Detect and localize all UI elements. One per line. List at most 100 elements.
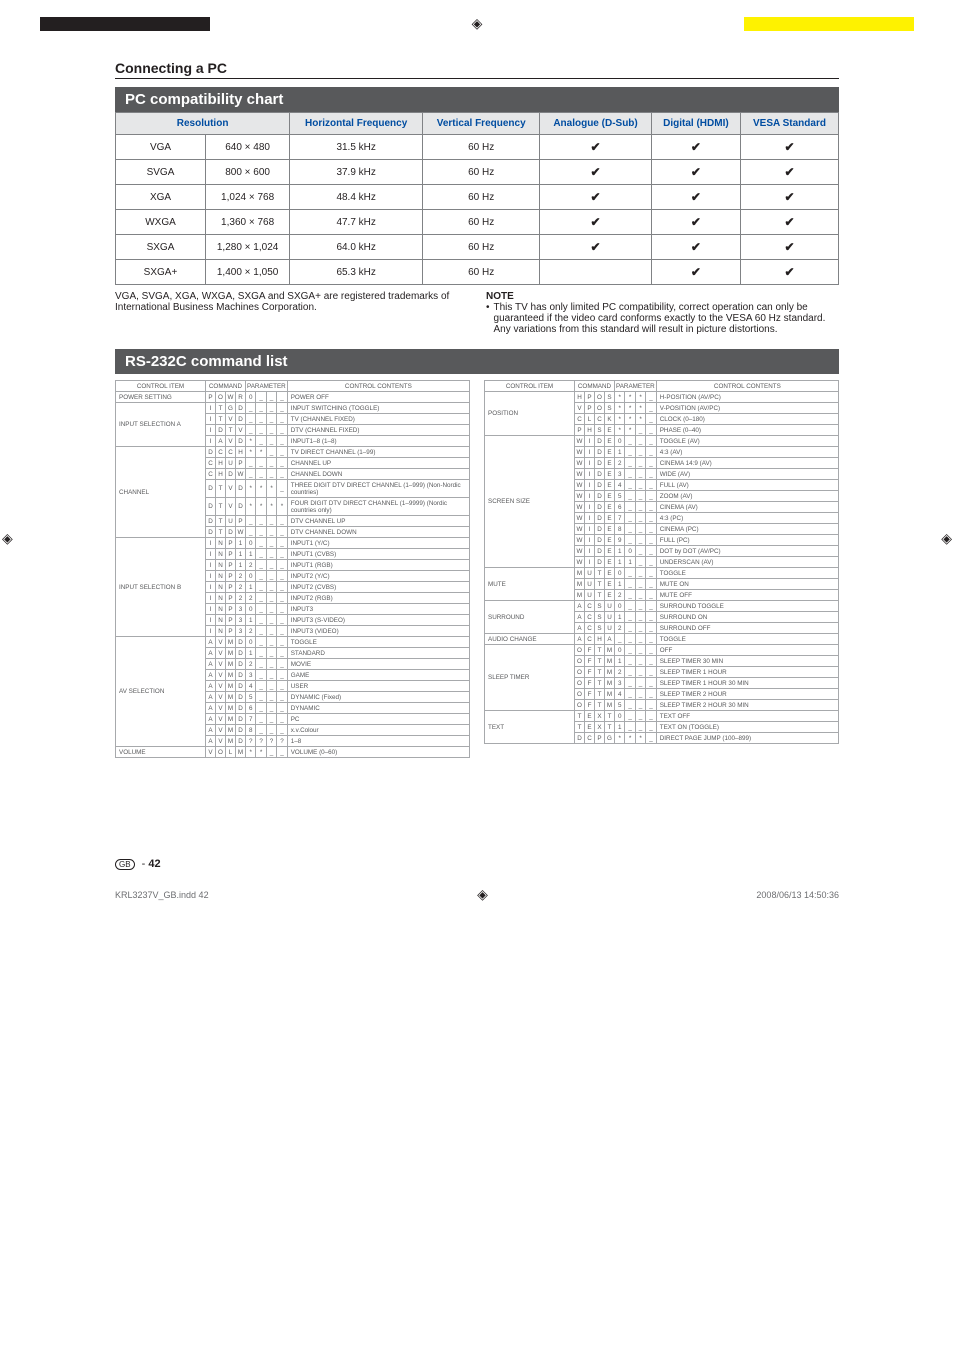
cmd-char: C xyxy=(585,733,595,744)
hfreq: 65.3 kHz xyxy=(290,260,423,285)
param-char: _ xyxy=(635,480,645,491)
control-content: CINEMA (AV) xyxy=(656,502,838,513)
cmd-char: P xyxy=(595,733,605,744)
param-char: _ xyxy=(266,703,276,714)
table-row: CHANNELDCCH**__TV DIRECT CHANNEL (1–99) xyxy=(116,447,470,458)
param-char: 2 xyxy=(246,560,256,571)
param-char: _ xyxy=(646,458,656,469)
res-value: 800 × 600 xyxy=(206,160,290,185)
param-char: _ xyxy=(625,645,635,656)
cmd-char: N xyxy=(216,571,226,582)
cmd-char: 2 xyxy=(236,571,246,582)
cmd-char: I xyxy=(206,593,216,604)
cmd-char: O xyxy=(216,747,226,758)
cmd-char: U xyxy=(585,568,595,579)
param-char: * xyxy=(615,425,625,436)
param-char: _ xyxy=(625,579,635,590)
check-icon xyxy=(691,243,701,254)
param-char: * xyxy=(246,480,256,498)
cmd-char: D xyxy=(206,447,216,458)
cmd-char: M xyxy=(605,678,615,689)
cmd-char: W xyxy=(575,513,585,524)
control-content: TOGGLE (AV) xyxy=(656,436,838,447)
param-char: _ xyxy=(277,469,287,480)
cmd-char: N xyxy=(216,604,226,615)
cmd-char: P xyxy=(226,582,236,593)
vfreq: 60 Hz xyxy=(423,210,540,235)
cmd-char: D xyxy=(595,546,605,557)
rs232c-table-right: CONTROL ITEM COMMAND PARAMETER CONTROL C… xyxy=(484,380,839,744)
cmd-char: U xyxy=(226,458,236,469)
table-row: POWER SETTINGPOWR0___POWER OFF xyxy=(116,392,470,403)
control-item: SURROUND xyxy=(485,601,575,634)
control-content: CHANNEL UP xyxy=(287,458,469,469)
param-char: _ xyxy=(646,612,656,623)
param-char: _ xyxy=(277,414,287,425)
param-char: * xyxy=(615,733,625,744)
pc-compatibility-table: Resolution Horizontal Frequency Vertical… xyxy=(115,112,839,285)
check-icon xyxy=(591,218,601,229)
yellow-registration-box xyxy=(744,17,914,31)
cmd-char: M xyxy=(226,714,236,725)
cmd-char: V xyxy=(216,692,226,703)
table-row: POSITIONHPOS***_H-POSITION (AV/PC) xyxy=(485,392,839,403)
param-char: 0 xyxy=(246,392,256,403)
cmd-char: W xyxy=(575,458,585,469)
param-char: _ xyxy=(625,436,635,447)
control-content: SURROUND OFF xyxy=(656,623,838,634)
param-char: _ xyxy=(635,601,645,612)
cmd-char: D xyxy=(595,557,605,568)
param-char: _ xyxy=(277,714,287,725)
cmd-char: I xyxy=(206,615,216,626)
cmd-char: S xyxy=(595,623,605,634)
param-char: 4 xyxy=(615,689,625,700)
control-content: FULL (PC) xyxy=(656,535,838,546)
param-char: _ xyxy=(266,403,276,414)
rs-header-item: CONTROL ITEM xyxy=(485,381,575,392)
vfreq: 60 Hz xyxy=(423,260,540,285)
hfreq: 31.5 kHz xyxy=(290,135,423,160)
control-item: SCREEN SIZE xyxy=(485,436,575,568)
control-item: VOLUME xyxy=(116,747,206,758)
control-item: INPUT SELECTION B xyxy=(116,538,206,637)
cmd-char: T xyxy=(226,425,236,436)
param-char: _ xyxy=(635,502,645,513)
cmd-char: E xyxy=(605,436,615,447)
control-content: SLEEP TIMER 30 MIN xyxy=(656,656,838,667)
param-char: _ xyxy=(646,513,656,524)
param-char: * xyxy=(256,498,266,516)
param-char: 2 xyxy=(246,659,256,670)
cmd-char: D xyxy=(236,648,246,659)
cmd-char: I xyxy=(206,436,216,447)
cmd-char: F xyxy=(585,678,595,689)
cmd-char: M xyxy=(575,590,585,601)
param-char: _ xyxy=(266,571,276,582)
check-icon xyxy=(691,193,701,204)
param-char: _ xyxy=(625,689,635,700)
hfreq: 37.9 kHz xyxy=(290,160,423,185)
param-char: _ xyxy=(646,447,656,458)
param-char: _ xyxy=(635,546,645,557)
param-char: 1 xyxy=(625,557,635,568)
cmd-char: I xyxy=(206,403,216,414)
cmd-char: U xyxy=(605,623,615,634)
cmd-char: W xyxy=(575,524,585,535)
res-label: SXGA+ xyxy=(116,260,206,285)
check-icon xyxy=(691,218,701,229)
control-content: TOGGLE xyxy=(656,568,838,579)
param-char: _ xyxy=(277,516,287,527)
param-char: _ xyxy=(277,593,287,604)
footer-filename: KRL3237V_GB.indd 42 xyxy=(115,890,209,900)
cmd-char: N xyxy=(216,593,226,604)
param-char: _ xyxy=(635,436,645,447)
param-char: 0 xyxy=(615,645,625,656)
control-content: INPUT2 (CVBS) xyxy=(287,582,469,593)
rs232c-tables: CONTROL ITEM COMMAND PARAMETER CONTROL C… xyxy=(115,380,839,758)
cmd-char: T xyxy=(595,579,605,590)
col-resolution: Resolution xyxy=(116,113,290,135)
cmd-char: V xyxy=(226,498,236,516)
cmd-char: W xyxy=(226,392,236,403)
param-char: _ xyxy=(266,637,276,648)
table-row: INPUT SELECTION AITGD____INPUT SWITCHING… xyxy=(116,403,470,414)
cmd-char: A xyxy=(575,623,585,634)
